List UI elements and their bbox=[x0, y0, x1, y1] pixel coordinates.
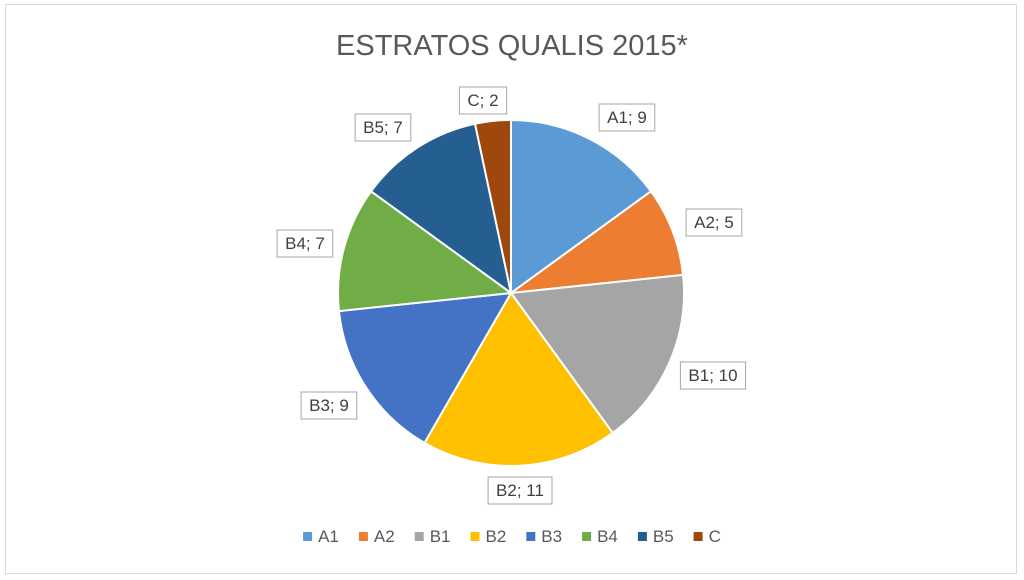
legend-label: B5 bbox=[653, 527, 674, 546]
legend-swatch bbox=[303, 532, 313, 541]
data-label-box bbox=[487, 476, 553, 505]
legend-swatch bbox=[526, 532, 536, 541]
legend-label: A2 bbox=[374, 527, 395, 546]
legend-label: B1 bbox=[430, 527, 451, 546]
legend-label: B2 bbox=[486, 527, 507, 546]
pie-slice-a2 bbox=[507, 189, 685, 295]
legend-swatch bbox=[637, 532, 647, 541]
legend-item-a2: A2 bbox=[358, 527, 395, 546]
legend-swatch bbox=[582, 532, 592, 541]
legend-swatch bbox=[693, 532, 703, 541]
legend-item-b4: B4 bbox=[582, 527, 618, 546]
data-label-box bbox=[276, 229, 334, 258]
legend-item-a1: A1 bbox=[303, 527, 339, 546]
data-label-text: B1; 10 bbox=[688, 366, 737, 385]
data-label-b1: B1; 10 bbox=[679, 361, 747, 390]
legend-swatch bbox=[470, 532, 480, 541]
legend-item-b1: B1 bbox=[414, 527, 451, 546]
legend-item-b5: B5 bbox=[637, 527, 674, 546]
pie-slices bbox=[337, 118, 685, 467]
legend-item-b2: B2 bbox=[470, 527, 507, 546]
pie-slice-b2 bbox=[423, 291, 615, 467]
data-labels: A1; 9 A2; 5 B1; 10 B2; 11 B3; 9 B4; 7 B5; 7 C; … bbox=[276, 86, 747, 505]
pie-slice-b1 bbox=[509, 273, 685, 435]
data-label-b2: B2; 11 bbox=[487, 476, 553, 505]
data-label-a2: A2; 5 bbox=[685, 208, 743, 237]
data-label-text: B4; 7 bbox=[285, 234, 325, 253]
pie-slice-c bbox=[473, 118, 512, 294]
data-label-b5: B5; 7 bbox=[354, 113, 412, 142]
pie-slice-a1 bbox=[510, 118, 653, 295]
pie-slice-b4 bbox=[337, 189, 514, 313]
data-label-text: B5; 7 bbox=[363, 118, 403, 137]
data-label-a1: A1; 9 bbox=[598, 103, 656, 132]
legend-label: A1 bbox=[318, 527, 339, 546]
data-label-text: C; 2 bbox=[467, 91, 498, 110]
data-label-b3: B3; 9 bbox=[300, 391, 358, 420]
data-label-b4: B4; 7 bbox=[276, 229, 334, 258]
data-label-box bbox=[354, 113, 412, 142]
legend: A1 A2 B1 B2 B3 B4 B5 C bbox=[303, 527, 721, 546]
legend-swatch bbox=[358, 532, 368, 541]
data-label-box bbox=[458, 86, 508, 115]
data-label-box bbox=[598, 103, 656, 132]
chart-title: ESTRATOS QUALIS 2015* bbox=[336, 30, 688, 62]
data-label-text: B2; 11 bbox=[496, 481, 544, 500]
data-label-text: A1; 9 bbox=[607, 108, 647, 127]
legend-item-b3: B3 bbox=[526, 527, 562, 546]
legend-item-c: C bbox=[693, 527, 721, 546]
data-label-text: B3; 9 bbox=[309, 396, 349, 415]
data-label-text: A2; 5 bbox=[694, 213, 734, 232]
data-label-c: C; 2 bbox=[458, 86, 508, 115]
legend-swatch bbox=[414, 532, 424, 541]
data-label-box bbox=[300, 391, 358, 420]
legend-label: B3 bbox=[541, 527, 562, 546]
legend-label: C bbox=[709, 527, 721, 546]
data-label-box bbox=[679, 361, 747, 390]
legend-label: B4 bbox=[597, 527, 618, 546]
data-label-box bbox=[685, 208, 743, 237]
pie-slice-b3 bbox=[337, 291, 513, 445]
pie-slice-b5 bbox=[369, 122, 513, 296]
